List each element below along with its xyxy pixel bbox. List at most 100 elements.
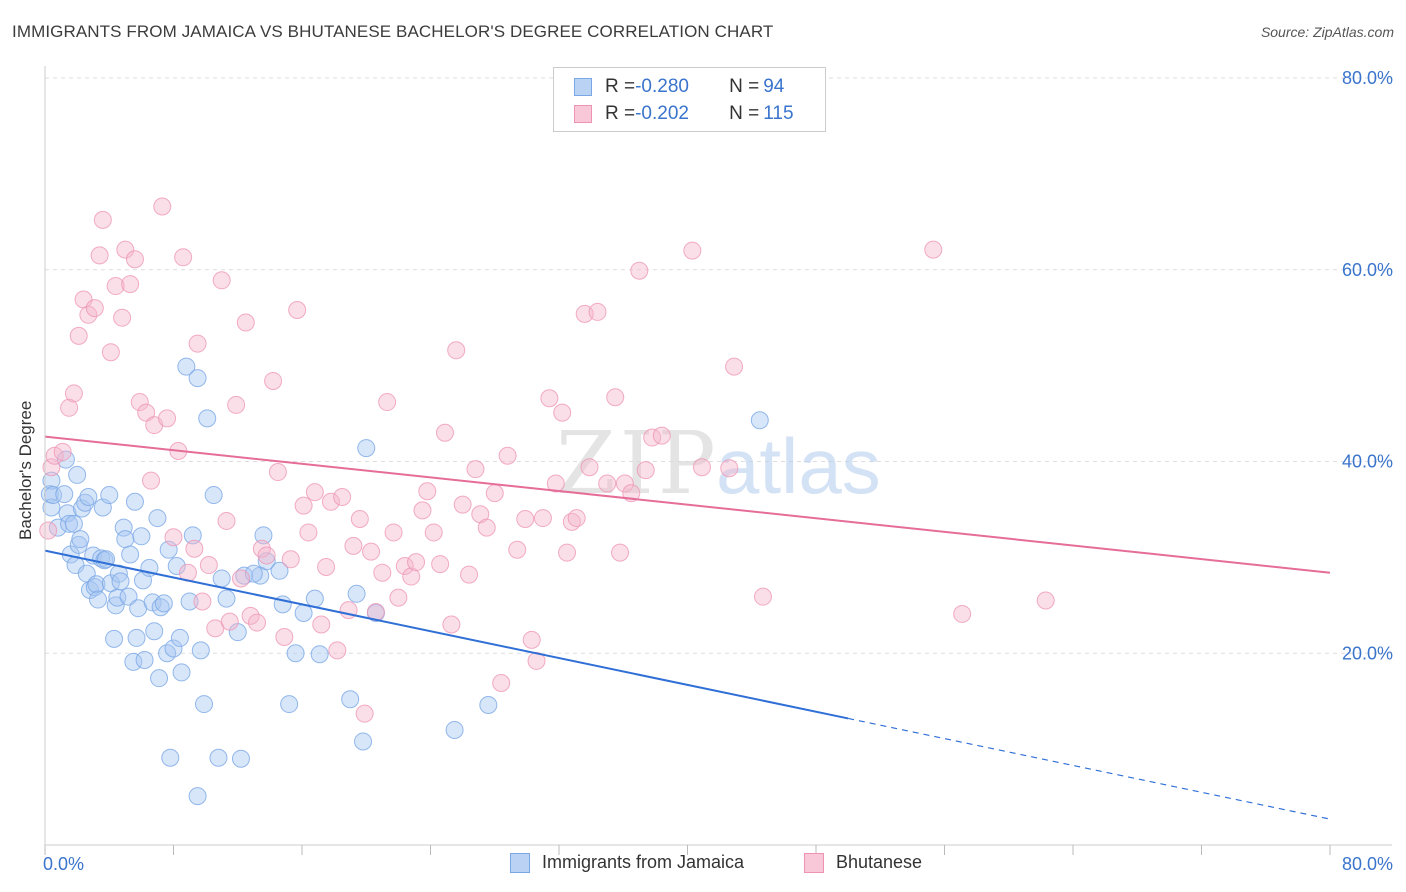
jamaica-point <box>125 492 144 511</box>
bhutanese-point <box>725 357 744 376</box>
bhutanese-point <box>185 539 204 558</box>
bhutanese-point <box>378 393 397 412</box>
n-value: 94 <box>763 76 785 97</box>
watermark-zip: ZIP <box>556 414 720 514</box>
legend-item-jamaica[interactable]: Immigrants from Jamaica <box>510 852 744 873</box>
jamaica-point <box>212 569 231 588</box>
bhutanese-point <box>442 615 461 634</box>
bhutanese-point <box>395 557 414 576</box>
r-value: -0.280 <box>635 76 689 97</box>
bhutanese-point <box>402 567 421 586</box>
bhutanese-point <box>431 555 450 574</box>
bhutanese-point <box>466 460 485 479</box>
bhutanese-point <box>248 613 267 632</box>
jamaica-point <box>79 487 98 506</box>
jamaica-point <box>750 411 769 430</box>
bhutanese-point <box>193 592 212 611</box>
bhutanese-point <box>567 509 586 528</box>
series-bhutanese-points <box>39 197 1055 723</box>
n-label: N = <box>729 76 760 97</box>
jamaica-point <box>180 592 199 611</box>
bhutanese-point <box>435 423 454 442</box>
jamaica-point <box>161 748 180 767</box>
bhutanese-point <box>720 459 739 478</box>
bhutanese-point <box>580 458 599 477</box>
bhutanese-point <box>953 604 972 623</box>
y-tick-label: 60.0% <box>1342 260 1393 280</box>
bhutanese-point <box>384 523 403 542</box>
bhutanese-point <box>130 393 149 412</box>
jamaica-point <box>64 514 83 533</box>
bhutanese-point <box>598 474 617 493</box>
bhutanese-point <box>636 461 655 480</box>
bhutanese-point <box>373 563 392 582</box>
bhutanese-point <box>630 261 649 280</box>
bhutanese-point <box>418 482 437 501</box>
chart-title: IMMIGRANTS FROM JAMAICA VS BHUTANESE BAC… <box>12 22 774 41</box>
bhutanese-point <box>90 246 109 265</box>
legend-item-bhutanese[interactable]: Bhutanese <box>804 852 922 873</box>
bhutanese-point <box>312 615 331 634</box>
jamaica-point <box>254 526 273 545</box>
bhutanese-point <box>683 241 702 260</box>
series-legend: Immigrants from Jamaica Bhutanese <box>0 852 1406 878</box>
n-value: 115 <box>763 103 794 124</box>
tick-labels: 20.0% 40.0% 60.0% 80.0% 0.0% 80.0% <box>43 68 1393 874</box>
bhutanese-point <box>692 458 711 477</box>
n-label: N = <box>729 103 760 124</box>
bhutanese-point <box>362 542 381 561</box>
bhutanese-point <box>453 495 472 514</box>
jamaica-point <box>150 669 169 688</box>
bhutanese-swatch <box>574 105 592 123</box>
jamaica-point <box>188 369 207 388</box>
jamaica-point <box>217 589 236 608</box>
bhutanese-point <box>753 587 772 606</box>
bhutanese-point <box>241 606 260 625</box>
bhutanese-point <box>264 371 283 390</box>
bhutanese-point <box>413 501 432 520</box>
bhutanese-point <box>516 510 535 529</box>
jamaica-point <box>347 584 366 603</box>
bhutanese-point <box>1036 591 1055 610</box>
jamaica-point <box>105 629 124 648</box>
jamaica-point <box>87 575 106 594</box>
bhutanese-point <box>553 403 572 422</box>
bhutanese-point <box>615 474 634 493</box>
jamaica-point <box>71 530 90 549</box>
jamaica-point <box>68 465 87 484</box>
jamaica-point <box>305 589 324 608</box>
bhutanese-point <box>522 630 541 649</box>
bhutanese-point <box>227 395 246 414</box>
legend-label-bhutanese: Bhutanese <box>836 852 923 872</box>
jamaica-point <box>111 572 130 591</box>
bhutanese-point <box>606 388 625 407</box>
jamaica-point <box>119 587 138 606</box>
y-tick-label: 40.0% <box>1342 452 1393 472</box>
bhutanese-point <box>101 343 120 362</box>
bhutanese-point <box>540 389 559 408</box>
bhutanese-point <box>125 250 144 269</box>
jamaica-point <box>132 527 151 546</box>
jamaica-point <box>341 690 360 709</box>
chart-source: Source: ZipAtlas.com <box>1260 24 1394 40</box>
jamaica-point <box>310 645 329 664</box>
stats-row-bhutanese: R = -0.202 N = 115 <box>574 102 794 126</box>
bhutanese-point <box>611 543 630 562</box>
watermark: ZIP atlas <box>556 414 881 514</box>
r-value: -0.202 <box>635 103 689 124</box>
jamaica-point <box>191 641 210 660</box>
bhutanese-point <box>424 523 443 542</box>
watermark-atlas: atlas <box>716 422 881 510</box>
bhutanese-trend-line <box>44 435 1331 574</box>
y-tick-label: 20.0% <box>1342 643 1393 663</box>
bhutanese-point <box>321 492 340 511</box>
bhutanese-point <box>79 305 98 324</box>
jamaica-point <box>177 357 196 376</box>
jamaica-point <box>116 530 135 549</box>
bhutanese-point <box>60 398 79 417</box>
jamaica-point <box>209 748 228 767</box>
bhutanese-point <box>42 458 61 477</box>
jamaica-point <box>357 439 376 458</box>
r-label: R = <box>605 103 636 124</box>
x-tick-label: 80.0% <box>1342 854 1393 874</box>
